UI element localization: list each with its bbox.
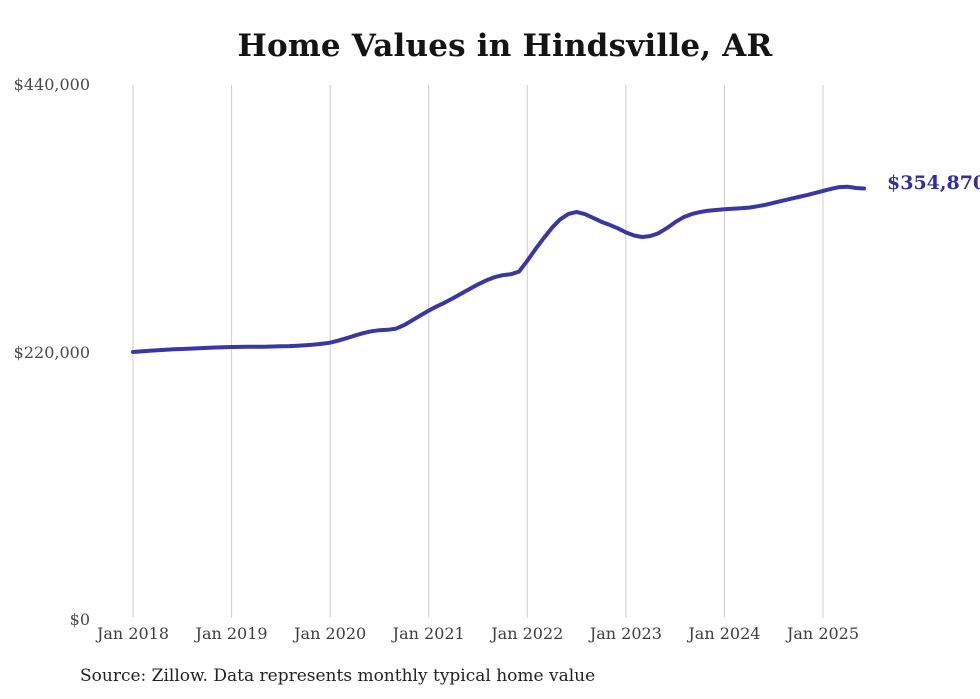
- x-axis-label: Jan 2023: [589, 624, 662, 643]
- x-axis-label: Jan 2025: [786, 624, 860, 643]
- y-axis-label: $220,000: [13, 342, 90, 362]
- y-axis-label: $0: [69, 610, 90, 630]
- y-axis-label: $440,000: [13, 75, 90, 95]
- x-axis-label: Jan 2020: [294, 624, 367, 643]
- x-axis-label: Jan 2019: [195, 624, 268, 643]
- x-axis-label: Jan 2022: [491, 624, 564, 643]
- x-axis-label: Jan 2021: [392, 624, 465, 643]
- current-value-label: $354,870: [887, 171, 980, 194]
- source-note: Source: Zillow. Data represents monthly …: [80, 666, 596, 686]
- x-axis-label: Jan 2024: [688, 624, 761, 643]
- chart-title: Home Values in Hindsville, AR: [237, 28, 773, 64]
- x-axis-label: Jan 2018: [96, 624, 170, 643]
- home-value-line: [131, 184, 867, 354]
